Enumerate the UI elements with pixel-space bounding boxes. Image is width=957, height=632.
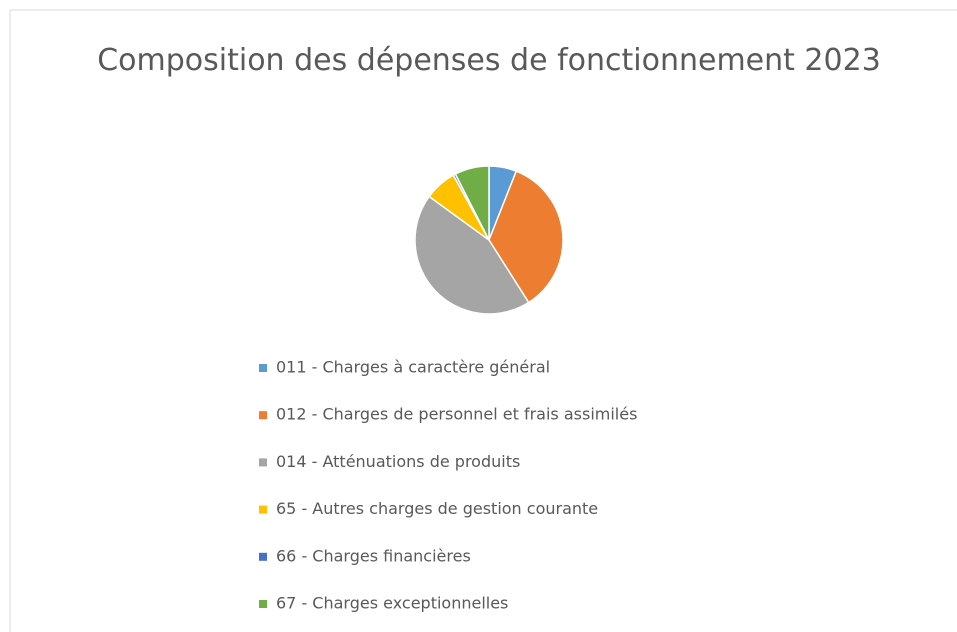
legend-label: 65 - Autres charges de gestion courante	[276, 499, 598, 518]
legend-marker	[259, 364, 267, 372]
legend-marker	[259, 552, 267, 561]
legend-label: 66 - Charges financières	[276, 546, 471, 565]
legend-marker	[259, 600, 267, 608]
legend-marker	[259, 505, 267, 514]
legend-label: 012 - Charges de personnel et frais assi…	[276, 405, 637, 424]
legend-label: 014 - Atténuations de produits	[276, 452, 520, 471]
pie-slice	[414, 195, 530, 315]
pie-slice	[454, 165, 490, 241]
legend-label: 67 - Charges exceptionnelles	[276, 594, 508, 613]
chart-title: Composition des dépenses de fonctionneme…	[97, 43, 881, 78]
legend-label: 011 - Charges à caractère général	[276, 358, 550, 377]
legend-marker	[259, 411, 267, 420]
pie-slice	[488, 170, 564, 304]
legend-marker	[259, 458, 267, 467]
